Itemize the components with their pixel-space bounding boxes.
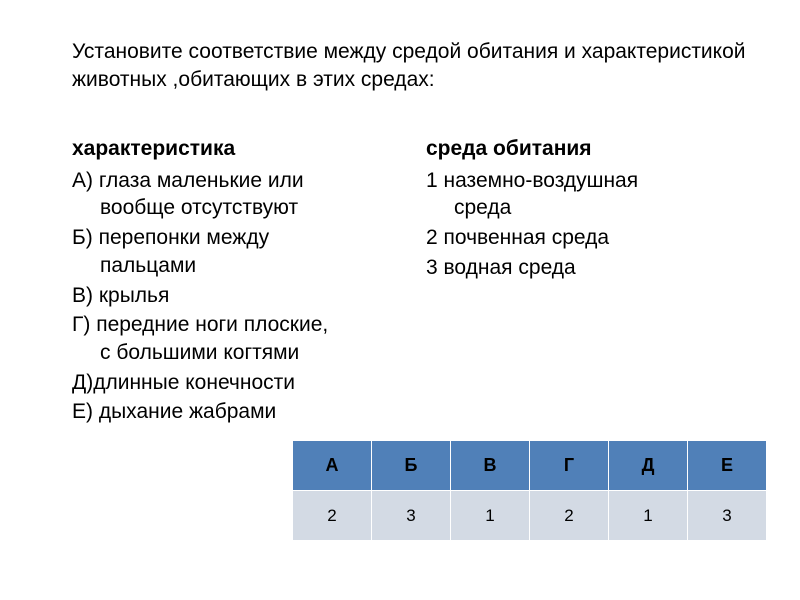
item-a-line1: А) глаза маленькие или — [72, 169, 304, 192]
val-b: 3 — [372, 491, 451, 541]
item-r1-line1: 1 наземно-воздушная — [426, 169, 638, 192]
item-d: Г) передние ноги плоские, с большими ког… — [72, 311, 398, 366]
item-r1-line2: среда — [426, 194, 752, 222]
hdr-e: Д — [609, 441, 688, 491]
val-a: 2 — [293, 491, 372, 541]
hdr-f: Е — [688, 441, 767, 491]
hdr-b: Б — [372, 441, 451, 491]
hdr-a: А — [293, 441, 372, 491]
val-e: 1 — [609, 491, 688, 541]
item-r2: 2 почвенная среда — [426, 224, 752, 252]
item-b: Б) перепонки между пальцами — [72, 224, 398, 279]
val-f: 3 — [688, 491, 767, 541]
val-c: 1 — [451, 491, 530, 541]
val-d: 2 — [530, 491, 609, 541]
columns: характеристика А) глаза маленькие или во… — [72, 137, 752, 428]
item-d-line1: Г) передние ноги плоские, — [72, 313, 328, 336]
item-r1: 1 наземно-воздушная среда — [426, 167, 752, 222]
item-f: Е) дыхание жабрами — [72, 398, 398, 426]
hdr-c: В — [451, 441, 530, 491]
item-b-line1: Б) перепонки между — [72, 226, 269, 249]
table-header-row: А Б В Г Д Е — [293, 441, 767, 491]
left-column: характеристика А) глаза маленькие или во… — [72, 137, 398, 428]
item-r3: 3 водная среда — [426, 254, 752, 282]
item-c: В) крылья — [72, 282, 398, 310]
answer-table: А Б В Г Д Е 2 3 1 2 1 3 — [292, 440, 767, 541]
right-column: среда обитания 1 наземно-воздушная среда… — [426, 137, 752, 428]
item-d-line2: с большими когтями — [72, 339, 398, 367]
slide: Установите соответствие между средой оби… — [0, 0, 800, 600]
right-heading: среда обитания — [426, 137, 752, 161]
item-a: А) глаза маленькие или вообще отсутствую… — [72, 167, 398, 222]
item-b-line2: пальцами — [72, 252, 398, 280]
slide-title: Установите соответствие между средой оби… — [72, 38, 752, 95]
item-a-line2: вообще отсутствуют — [72, 194, 398, 222]
left-heading: характеристика — [72, 137, 398, 161]
table-value-row: 2 3 1 2 1 3 — [293, 491, 767, 541]
item-e: Д)длинные конечности — [72, 369, 398, 397]
hdr-d: Г — [530, 441, 609, 491]
